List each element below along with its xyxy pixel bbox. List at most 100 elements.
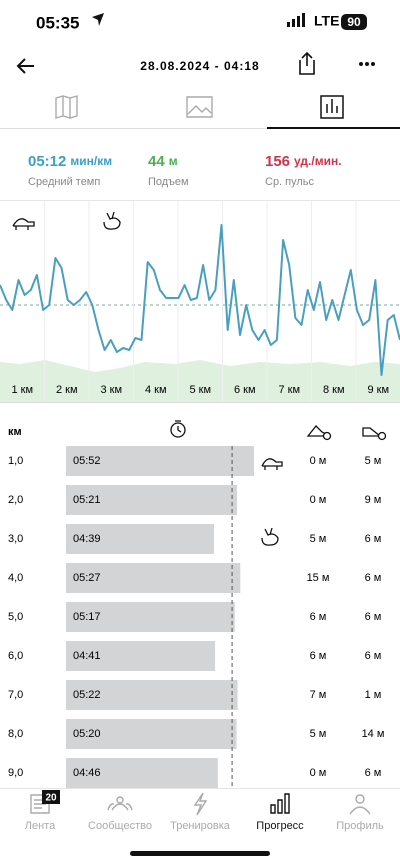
nav-item[interactable]: Профиль <box>336 794 384 832</box>
ascent-cell: 6 м <box>310 611 327 623</box>
km-label: 5 км <box>189 384 211 396</box>
slowest-km-icon <box>261 458 283 470</box>
fastest-km-icon <box>261 527 279 546</box>
pace-cell: 04:41 <box>73 650 101 662</box>
pace-bar <box>66 602 235 632</box>
km-cell: 4,0 <box>8 572 23 584</box>
nav-label: Лента <box>25 820 56 832</box>
ascent-cell: 15 м <box>307 572 330 584</box>
pace-cell: 05:27 <box>73 572 101 584</box>
ascent-column-icon <box>306 425 332 441</box>
stat-number: 05:12 <box>28 153 66 170</box>
nav-item[interactable]: Прогресс <box>256 793 304 832</box>
km-label: 7 км <box>278 384 300 396</box>
descent-cell: 6 м <box>365 572 382 584</box>
pace-bar <box>66 719 237 749</box>
nav-icon <box>193 792 208 816</box>
pace-cell: 05:22 <box>73 689 101 701</box>
stat-unit: мин/км <box>70 154 112 168</box>
location-icon <box>92 13 104 26</box>
km-label: 9 км <box>367 384 389 396</box>
badge <box>42 790 60 804</box>
km-cell: 2,0 <box>8 494 23 506</box>
ascent-cell: 5 м <box>310 533 327 545</box>
table-header: км <box>8 426 22 438</box>
nav-icon <box>270 793 290 814</box>
stat-value: 156 уд./мин. <box>265 153 342 170</box>
pace-bar <box>66 563 241 593</box>
nav-label: Профиль <box>336 820 384 832</box>
km-cell: 3,0 <box>8 533 23 545</box>
pace-cell: 05:17 <box>73 611 101 623</box>
stat-label: Средний темп <box>28 176 100 188</box>
pace-cell: 05:20 <box>73 728 101 740</box>
pace-column-icon <box>170 420 186 438</box>
km-cell: 6,0 <box>8 650 23 662</box>
stat-value: 05:12 мин/км <box>28 153 112 170</box>
nav-label: Прогресс <box>256 820 304 832</box>
stat-number: 44 <box>148 153 165 170</box>
descent-cell: 6 м <box>365 611 382 623</box>
km-cell: 9,0 <box>8 767 23 779</box>
stat-value: 44 м <box>148 153 178 170</box>
stat-label: Ср. пульс <box>265 176 315 188</box>
km-label: 3 км <box>100 384 122 396</box>
stat-label: Подъем <box>148 176 189 188</box>
stats-tab[interactable] <box>320 95 344 119</box>
battery <box>341 14 367 30</box>
nav-item[interactable]: Тренировка <box>170 792 231 832</box>
share-button[interactable] <box>299 51 315 75</box>
elevation-area <box>0 360 400 402</box>
nav-item[interactable]: Сообщество <box>88 796 152 832</box>
network: LTE <box>314 13 339 29</box>
pace-cell: 04:46 <box>73 767 101 779</box>
battery-level: 90 <box>347 15 361 29</box>
ascent-cell: 5 м <box>310 728 327 740</box>
badge-count: 20 <box>45 793 57 804</box>
map-tab[interactable] <box>55 95 78 119</box>
nav-item[interactable]: Лента <box>25 794 56 832</box>
photo-tab[interactable] <box>186 96 213 118</box>
km-label: 8 км <box>323 384 345 396</box>
descent-cell: 9 м <box>365 494 382 506</box>
nav-icon <box>349 794 371 815</box>
nav-icon <box>30 794 50 814</box>
status-time: 05:35 <box>36 13 79 32</box>
signal-icon <box>287 13 305 27</box>
ascent-cell: 0 м <box>310 767 327 779</box>
back-button[interactable] <box>16 58 34 74</box>
ascent-cell: 7 м <box>310 689 327 701</box>
pace-bar <box>66 680 238 710</box>
pace-cell: 04:39 <box>73 533 101 545</box>
descent-column-icon <box>362 427 387 441</box>
rabbit-icon <box>103 211 121 230</box>
km-label: 2 км <box>56 384 78 396</box>
pace-bar <box>66 485 238 515</box>
pace-cell: 05:21 <box>73 494 101 506</box>
pace-bar <box>66 641 216 671</box>
descent-cell: 6 м <box>365 533 382 545</box>
km-cell: 1,0 <box>8 455 23 467</box>
header-title: 28.08.2024 - 04:18 <box>140 59 259 73</box>
descent-cell: 14 м <box>362 728 385 740</box>
km-cell: 8,0 <box>8 728 23 740</box>
pace-cell: 05:52 <box>73 455 101 467</box>
turtle-icon <box>12 218 35 230</box>
stat-unit: уд./мин. <box>294 154 342 168</box>
nav-label: Сообщество <box>88 820 152 832</box>
pace-bar <box>66 758 218 788</box>
km-label: 4 км <box>145 384 167 396</box>
km-cell: 5,0 <box>8 611 23 623</box>
km-label: 6 км <box>234 384 256 396</box>
nav-label: Тренировка <box>170 820 231 832</box>
more-button[interactable] <box>359 62 375 66</box>
pace-bar <box>66 524 214 554</box>
pace-bar <box>66 446 255 476</box>
home-indicator <box>130 851 270 856</box>
descent-cell: 5 м <box>365 455 382 467</box>
pace-line <box>0 224 400 376</box>
ascent-cell: 0 м <box>310 455 327 467</box>
nav-icon <box>107 796 133 811</box>
